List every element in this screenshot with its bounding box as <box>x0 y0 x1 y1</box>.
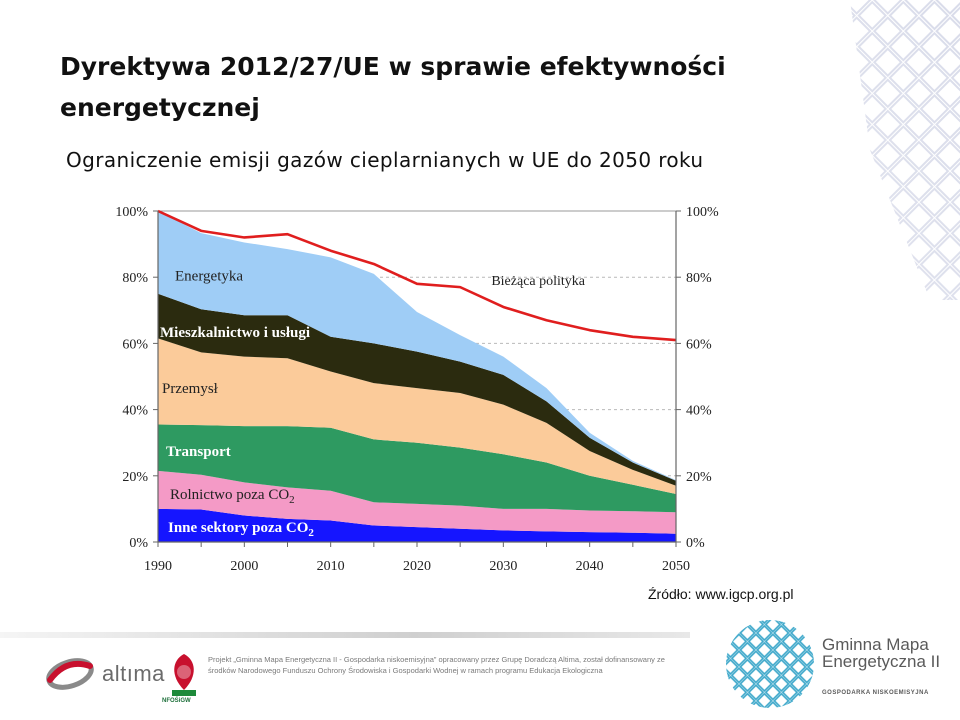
area-energetyka <box>158 211 676 481</box>
nfosigw-logo-icon <box>172 654 196 696</box>
x-tick-label: 2050 <box>662 559 690 574</box>
area-przemysł <box>158 338 676 495</box>
gme-logo-tagline: GOSPODARKA NISKOEMISYJNA <box>822 690 929 696</box>
current-policy-line <box>157 209 677 342</box>
current-policy-label: Bieżąca polityka <box>491 274 585 289</box>
y-tick-label-left: 60% <box>122 337 148 352</box>
footer-divider <box>0 632 690 638</box>
x-tick-label: 2040 <box>576 559 604 574</box>
y-tick-label-right: 60% <box>686 337 712 352</box>
series-label-0: Inne sektory poza CO2 <box>168 520 314 539</box>
y-tick-label-left: 0% <box>129 536 148 551</box>
y-tick-label-left: 100% <box>115 205 148 220</box>
gme-logo-name: Gminna Mapa Energetyczna II <box>822 635 941 671</box>
series-label-3: Przemysł <box>162 381 219 397</box>
area-mieszkalnictwo-i-usługi <box>158 293 676 486</box>
altima-logo: altıma <box>44 654 165 694</box>
area-inne-sektory-poza-co2 <box>158 508 676 542</box>
series-label-2: Transport <box>166 444 231 460</box>
area-transport <box>158 424 676 513</box>
x-tick-label: 1990 <box>144 559 172 574</box>
x-tick-label: 2020 <box>403 559 431 574</box>
area-rolnictwo-poza-co2 <box>158 470 676 534</box>
decorative-net-pattern <box>810 0 960 300</box>
nfosigw-logo-text: NFOŚiGW <box>162 698 191 704</box>
series-label-text: Inne sektory poza CO <box>168 520 308 536</box>
slide-title: Dyrektywa 2012/27/UE w sprawie efektywno… <box>60 52 726 122</box>
series-label-text: Rolnictwo poza CO <box>170 487 289 503</box>
altima-logo-text: altıma <box>102 661 165 686</box>
x-tick-label: 2030 <box>489 559 517 574</box>
y-tick-label-right: 100% <box>686 205 719 220</box>
series-label-5: Energetyka <box>175 269 243 285</box>
gme-logo-icon <box>726 620 814 708</box>
series-label-text: Energetyka <box>175 269 243 285</box>
x-tick-label: 2010 <box>317 559 345 574</box>
series-label-subscript: 2 <box>289 494 295 506</box>
project-funding-note: Projekt „Gminna Mapa Energetyczna II - G… <box>208 655 665 675</box>
y-tick-label-left: 40% <box>122 404 148 419</box>
y-tick-label-right: 0% <box>686 536 705 551</box>
y-tick-label-left: 80% <box>122 271 148 286</box>
series-label-text: Mieszkalnictwo i usługi <box>160 325 310 341</box>
series-label-subscript: 2 <box>308 527 314 539</box>
source-note: Źródło: www.igcp.org.pl <box>648 586 794 602</box>
y-tick-label-left: 20% <box>122 470 148 485</box>
series-label-text: Transport <box>166 444 231 460</box>
y-tick-label-right: 20% <box>686 470 712 485</box>
altima-swoosh-icon <box>46 658 94 690</box>
series-label-text: Przemysł <box>162 381 219 397</box>
series-label-4: Mieszkalnictwo i usługi <box>160 325 310 341</box>
slide-subtitle: Ograniczenie emisji gazów cieplarnianych… <box>66 148 704 172</box>
y-tick-label-right: 80% <box>686 271 712 286</box>
y-tick-label-right: 40% <box>686 404 712 419</box>
x-tick-label: 2000 <box>230 559 258 574</box>
emissions-chart: Bieżąca polityka 0% 0% 20% 20% 40% 40% 60% 60% 80… <box>94 192 734 582</box>
chart-svg: Bieżąca polityka 0% 0% 20% 20% 40% 40% 60% 60% 80… <box>115 205 719 574</box>
series-label-1: Rolnictwo poza CO2 <box>170 487 295 506</box>
